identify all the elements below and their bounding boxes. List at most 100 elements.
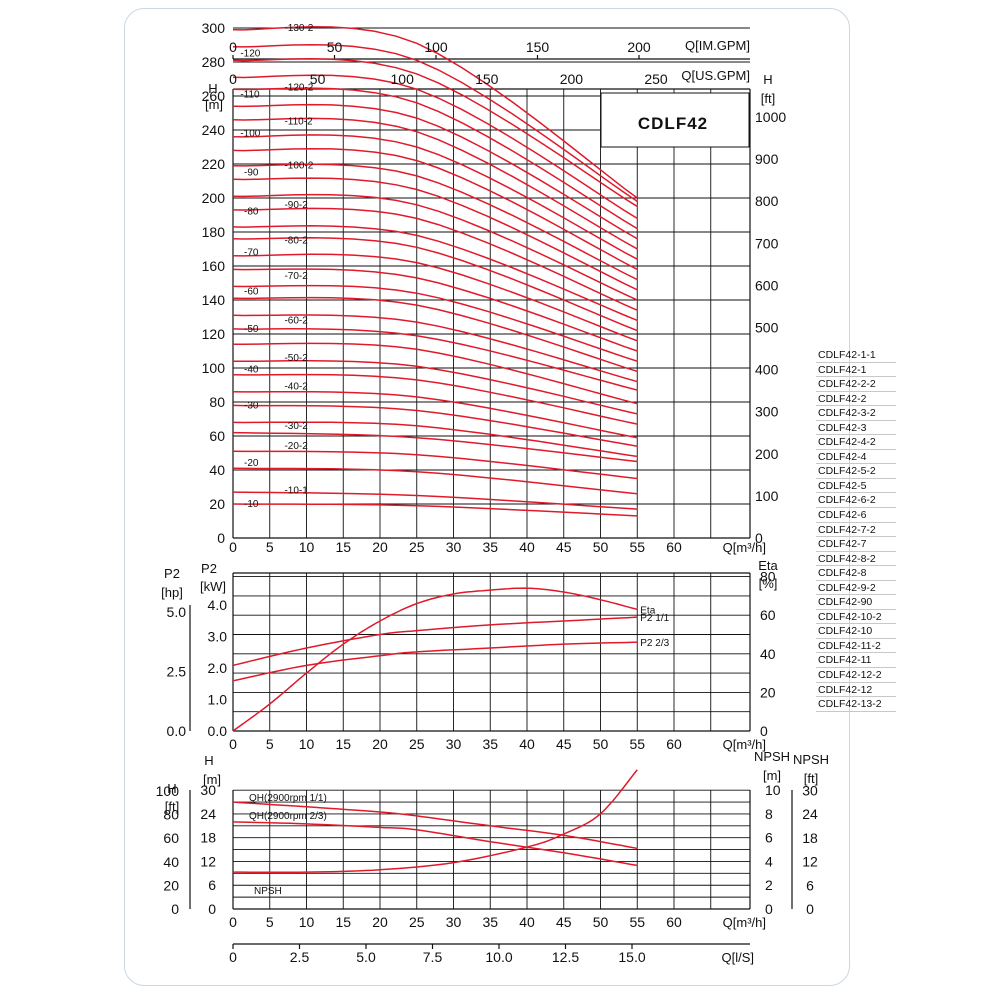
head-x-tick-label: 60	[666, 539, 682, 555]
head-curve	[232, 253, 638, 342]
head-y-tick-label: 0	[217, 530, 225, 546]
power-x-tick-label: 5	[266, 736, 274, 752]
head-curve	[232, 373, 638, 425]
head-ft-axis-unit: [ft]	[761, 91, 775, 106]
head-y-tick-label: 160	[202, 258, 226, 274]
npsh-series-label-1: QH(2900rpm 1/1)	[249, 793, 327, 804]
npsh-x-axis-label: Q[m³/h]	[723, 915, 766, 930]
npsh-ft-axis-unit: [ft]	[804, 771, 818, 786]
head-curve	[232, 503, 638, 517]
head-curve-label: -60-2	[284, 315, 308, 326]
npsh-m-tick-label: 0	[765, 901, 773, 917]
legend-item: CDLF42-13-2	[816, 697, 896, 712]
npsh-m-axis-title: NPSH	[754, 749, 790, 764]
npsh-h-m-axis-unit: [m]	[203, 772, 221, 787]
head-curve-label: -20-2	[284, 441, 308, 452]
power-curve	[232, 616, 638, 667]
head-curve-label: -70-2	[284, 271, 308, 282]
head-curve-label: -120	[240, 49, 260, 60]
head-curve	[232, 26, 638, 199]
npsh-h-m-tick-label: 24	[200, 806, 216, 822]
head-y-tick-label: 220	[202, 156, 226, 172]
npsh-x-tick-label: 5	[266, 914, 274, 930]
im-gpm-tick-label: 100	[424, 39, 448, 55]
head-y-tick-label: 60	[209, 428, 225, 444]
power-x-tick-label: 45	[556, 736, 572, 752]
npsh-x-tick-label: 25	[409, 914, 425, 930]
head-curve	[232, 43, 638, 203]
ls-tick-label: 7.5	[423, 949, 443, 965]
power-kw-tick-label: 0.0	[208, 723, 228, 739]
im-gpm-tick-label: 50	[327, 39, 343, 55]
im-gpm-axis-label: Q[IM.GPM]	[685, 38, 750, 53]
im-gpm-tick-label: 0	[229, 39, 237, 55]
head-ft-axis-title: H	[763, 72, 772, 87]
us-gpm-tick-label: 0	[229, 71, 237, 87]
head-ft-tick-label: 500	[755, 320, 779, 336]
legend-item: CDLF42-11	[816, 653, 896, 669]
head-curve-label: -100	[240, 128, 260, 139]
head-x-tick-label: 10	[299, 539, 315, 555]
power-x-tick-label: 10	[299, 736, 315, 752]
power-series-label: P2 2/3	[640, 638, 669, 649]
head-ft-tick-label: 1000	[755, 109, 786, 125]
power-series-label: Eta	[640, 605, 655, 616]
npsh-h-ft-axis-title: H	[167, 781, 176, 796]
head-y-tick-label: 180	[202, 224, 226, 240]
power-x-axis-label: Q[m³/h]	[723, 737, 766, 752]
power-kw-axis-title: P2	[201, 561, 217, 576]
npsh-h-m-tick-label: 18	[200, 830, 216, 846]
npsh-x-tick-label: 30	[446, 914, 462, 930]
legend-item: CDLF42-1	[816, 363, 896, 378]
ls-tick-label: 5.0	[356, 949, 376, 965]
power-x-tick-label: 15	[335, 736, 351, 752]
npsh-x-tick-label: 20	[372, 914, 388, 930]
legend-item: CDLF42-2-2	[816, 377, 896, 392]
head-y-tick-label: 260	[202, 88, 226, 104]
npsh-series-label-3: NPSH	[254, 886, 282, 897]
legend-item: CDLF42-8	[816, 566, 896, 581]
npsh-h-m-tick-label: 30	[200, 782, 216, 798]
npsh-x-tick-label: 0	[229, 914, 237, 930]
npsh-ft-tick-label: 12	[802, 854, 818, 870]
power-hp-tick-label: 2.5	[167, 664, 187, 680]
head-curve	[232, 237, 638, 332]
head-curve-label: -90	[244, 168, 259, 179]
head-x-axis-label: Q[m³/h]	[723, 540, 766, 555]
power-x-tick-label: 20	[372, 736, 388, 752]
legend-item: CDLF42-90	[816, 595, 896, 610]
head-y-tick-label: 120	[202, 326, 226, 342]
head-curve-label: -50-2	[284, 353, 308, 364]
head-ft-tick-label: 800	[755, 193, 779, 209]
head-curve-label: -80-2	[284, 236, 308, 247]
head-x-tick-label: 55	[629, 539, 645, 555]
npsh-x-tick-label: 45	[556, 914, 572, 930]
npsh-h-ft-tick-label: 20	[163, 877, 179, 893]
head-ft-tick-label: 400	[755, 362, 779, 378]
head-curve	[232, 147, 638, 271]
im-gpm-tick-label: 150	[526, 39, 550, 55]
legend-item: CDLF42-10-2	[816, 610, 896, 625]
head-y-tick-label: 240	[202, 122, 226, 138]
power-x-tick-label: 50	[593, 736, 609, 752]
power-eta-axis-title: Eta	[758, 558, 778, 573]
npsh-x-tick-label: 55	[629, 914, 645, 930]
head-curve	[232, 284, 638, 362]
power-x-tick-label: 55	[629, 736, 645, 752]
head-x-tick-label: 50	[593, 539, 609, 555]
ls-tick-label: 2.5	[290, 949, 310, 965]
head-ft-tick-label: 0	[755, 530, 763, 546]
power-series-label: P2 1/1	[640, 613, 669, 624]
legend-item: CDLF42-5-2	[816, 464, 896, 479]
head-curve-label: -10-1	[284, 485, 308, 496]
npsh-m-tick-label: 2	[765, 877, 773, 893]
us-gpm-tick-label: 150	[475, 71, 499, 87]
legend-item: CDLF42-9-2	[816, 581, 896, 596]
head-ft-tick-label: 600	[755, 277, 779, 293]
head-y-tick-label: 100	[202, 360, 226, 376]
npsh-ft-axis-title: NPSH	[793, 752, 829, 767]
power-x-tick-label: 0	[229, 736, 237, 752]
npsh-m-tick-label: 6	[765, 830, 773, 846]
npsh-x-tick-label: 35	[482, 914, 498, 930]
